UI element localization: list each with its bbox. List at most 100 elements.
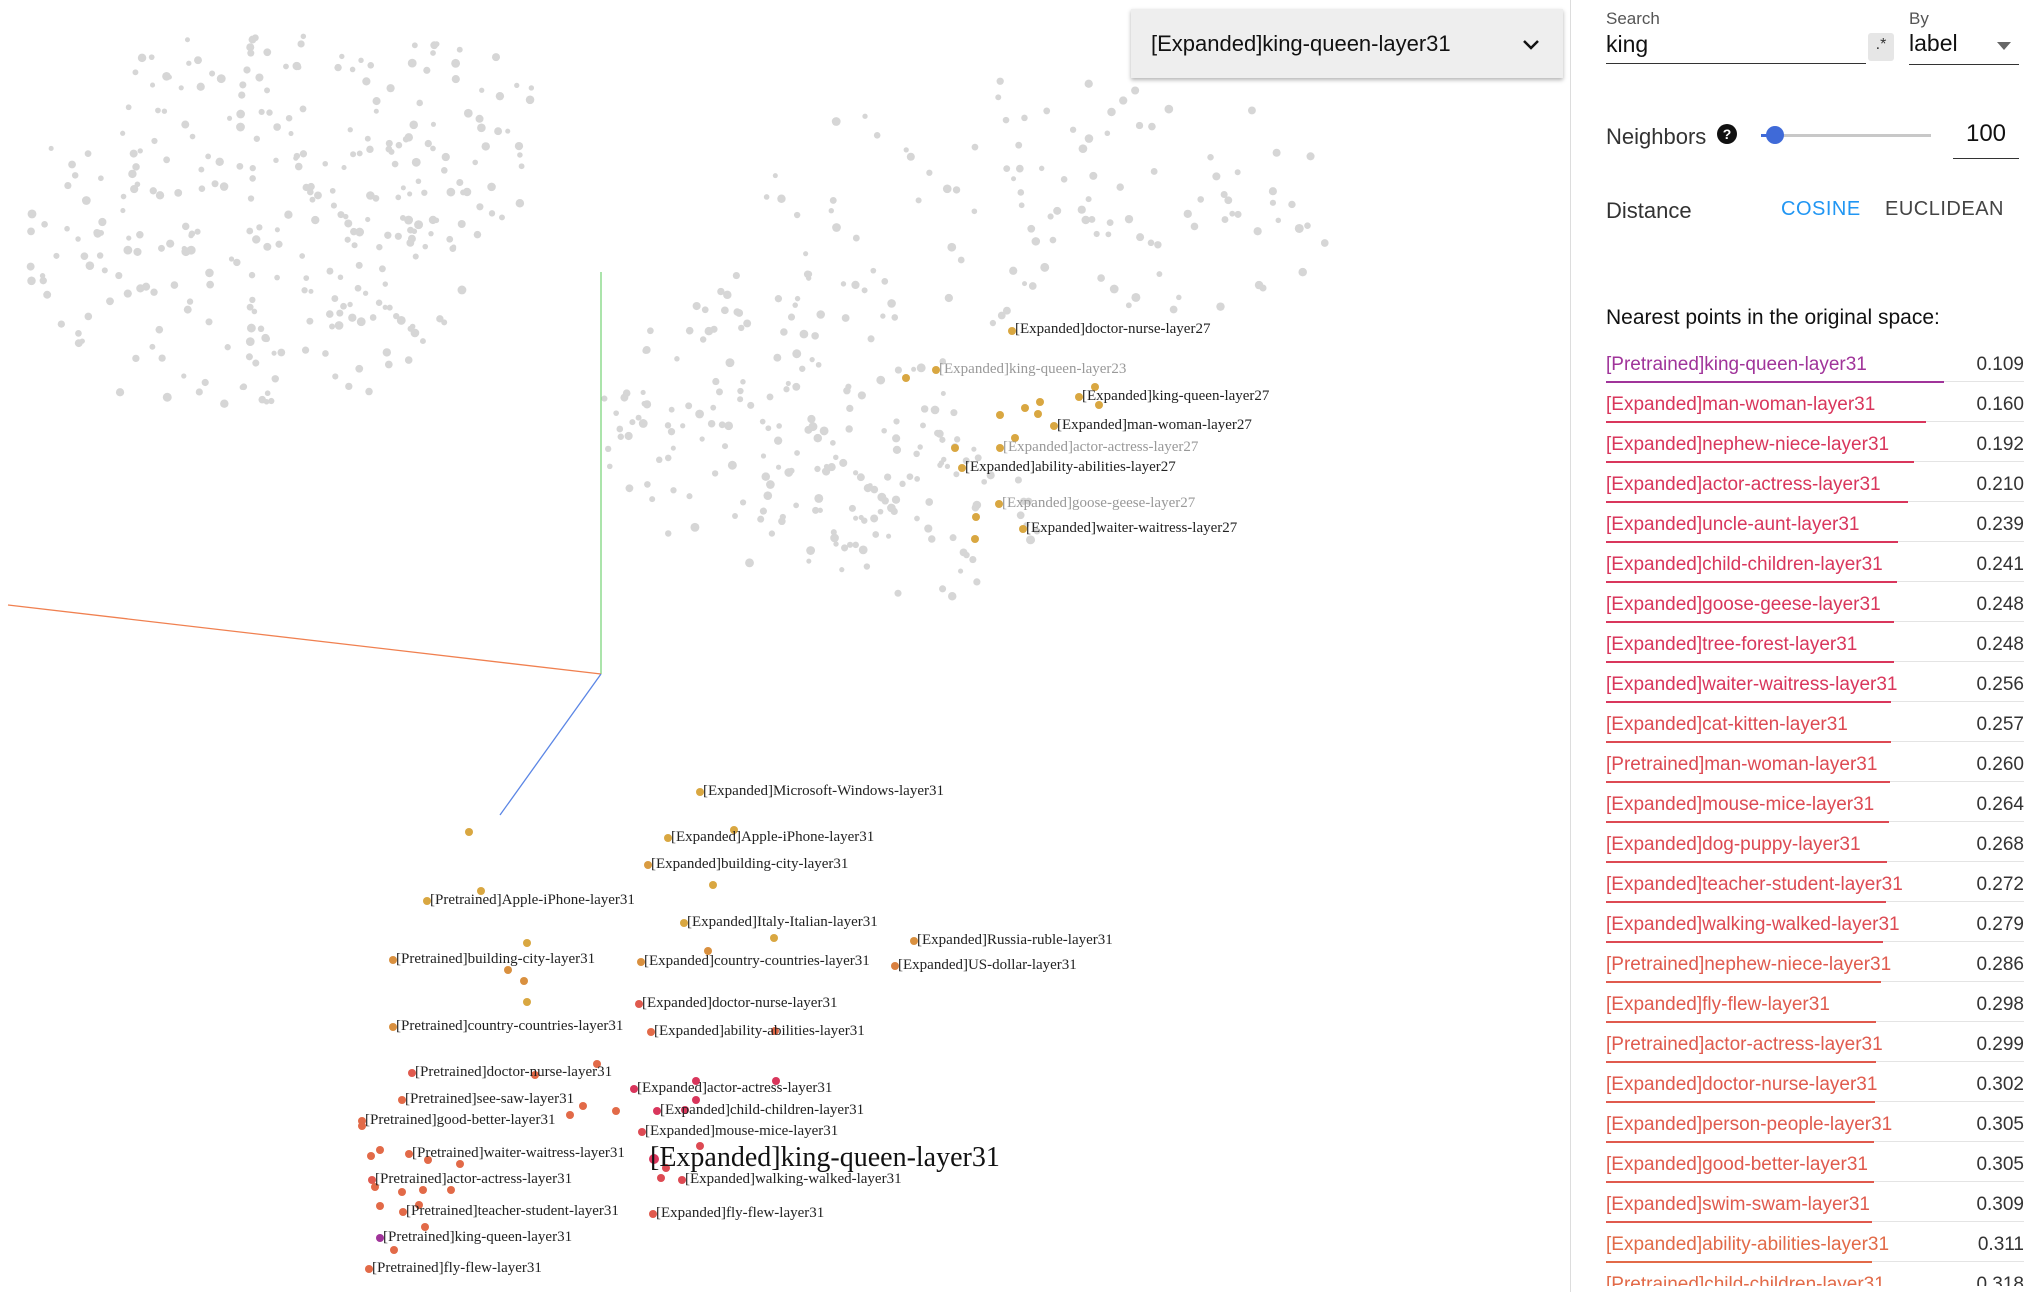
- background-point[interactable]: [973, 578, 981, 586]
- background-point[interactable]: [939, 585, 947, 593]
- nearest-point-label[interactable]: [Expanded]mouse-mice-layer31: [1606, 794, 1875, 815]
- background-point[interactable]: [155, 325, 164, 334]
- background-point[interactable]: [847, 541, 854, 548]
- highlighted-point[interactable]: [579, 1102, 587, 1110]
- background-point[interactable]: [867, 335, 875, 343]
- background-point[interactable]: [514, 141, 524, 151]
- background-point[interactable]: [274, 227, 280, 233]
- background-point[interactable]: [877, 508, 884, 515]
- background-point[interactable]: [81, 196, 91, 205]
- nearest-point-label[interactable]: [Expanded]child-children-layer31: [1606, 554, 1883, 575]
- highlighted-point[interactable]: [972, 513, 980, 521]
- background-point[interactable]: [1124, 214, 1134, 224]
- background-point[interactable]: [41, 220, 48, 228]
- background-point[interactable]: [329, 323, 336, 330]
- background-point[interactable]: [463, 108, 473, 118]
- background-point[interactable]: [1136, 233, 1145, 242]
- background-point[interactable]: [815, 361, 822, 368]
- background-point[interactable]: [811, 332, 819, 340]
- nearest-point-row[interactable]: [Pretrained]king-queen-layer31 0.109: [1606, 350, 2024, 390]
- background-point[interactable]: [886, 533, 892, 539]
- background-point[interactable]: [816, 310, 825, 319]
- background-point[interactable]: [952, 186, 961, 194]
- background-point[interactable]: [829, 196, 837, 204]
- highlighted-point[interactable]: [709, 881, 717, 889]
- background-point[interactable]: [775, 464, 782, 470]
- background-point[interactable]: [680, 423, 686, 429]
- background-point[interactable]: [481, 142, 490, 151]
- background-point[interactable]: [84, 150, 92, 157]
- highlighted-point[interactable]: [1008, 327, 1016, 335]
- background-point[interactable]: [184, 37, 190, 43]
- background-point[interactable]: [814, 465, 821, 473]
- background-point[interactable]: [737, 396, 744, 403]
- background-point[interactable]: [858, 545, 868, 555]
- highlighted-point[interactable]: [996, 411, 1004, 419]
- background-point[interactable]: [284, 210, 293, 219]
- background-point[interactable]: [941, 456, 947, 463]
- background-point[interactable]: [430, 50, 436, 56]
- background-point[interactable]: [1183, 209, 1192, 219]
- highlighted-point[interactable]: [692, 1096, 700, 1104]
- background-point[interactable]: [799, 365, 806, 372]
- highlighted-point[interactable]: [638, 1128, 646, 1136]
- background-point[interactable]: [1105, 231, 1112, 238]
- highlighted-point[interactable]: [376, 1202, 384, 1210]
- highlighted-point[interactable]: [1011, 434, 1019, 442]
- background-point[interactable]: [930, 405, 940, 415]
- background-point[interactable]: [872, 531, 880, 538]
- highlighted-point[interactable]: [635, 1000, 643, 1008]
- background-point[interactable]: [870, 514, 879, 523]
- background-point[interactable]: [421, 189, 428, 196]
- background-point[interactable]: [499, 214, 505, 221]
- background-point[interactable]: [148, 54, 155, 61]
- background-point[interactable]: [997, 311, 1006, 320]
- background-point[interactable]: [839, 567, 845, 573]
- background-point[interactable]: [1259, 284, 1267, 292]
- background-point[interactable]: [457, 219, 466, 228]
- background-point[interactable]: [366, 145, 374, 154]
- background-point[interactable]: [917, 444, 923, 450]
- background-point[interactable]: [456, 178, 464, 187]
- background-point[interactable]: [926, 169, 933, 176]
- background-point[interactable]: [642, 347, 649, 354]
- regex-toggle-button[interactable]: .*: [1868, 33, 1894, 61]
- background-point[interactable]: [220, 399, 229, 408]
- background-point[interactable]: [309, 196, 316, 203]
- background-point[interactable]: [433, 217, 440, 224]
- background-point[interactable]: [423, 66, 431, 74]
- background-point[interactable]: [329, 187, 336, 194]
- highlighted-point[interactable]: [389, 956, 397, 964]
- background-point[interactable]: [833, 454, 839, 461]
- background-point[interactable]: [739, 499, 747, 506]
- background-point[interactable]: [479, 87, 485, 93]
- background-point[interactable]: [356, 317, 366, 327]
- background-point[interactable]: [893, 418, 900, 425]
- background-point[interactable]: [1190, 222, 1199, 231]
- search-input[interactable]: [1606, 30, 1866, 64]
- background-point[interactable]: [258, 395, 267, 404]
- background-point[interactable]: [436, 315, 444, 323]
- highlighted-point[interactable]: [520, 977, 528, 985]
- highlighted-point[interactable]: [424, 1156, 432, 1164]
- search-by-select[interactable]: label: [1909, 30, 2019, 65]
- highlighted-point[interactable]: [657, 1174, 665, 1182]
- background-point[interactable]: [384, 231, 392, 239]
- background-point[interactable]: [382, 281, 388, 287]
- background-point[interactable]: [283, 63, 289, 70]
- background-point[interactable]: [906, 473, 914, 480]
- background-point[interactable]: [1234, 169, 1241, 176]
- background-point[interactable]: [670, 487, 677, 494]
- background-point[interactable]: [881, 427, 887, 434]
- background-point[interactable]: [638, 419, 648, 428]
- background-point[interactable]: [1109, 284, 1119, 294]
- background-point[interactable]: [690, 522, 700, 532]
- background-point[interactable]: [149, 187, 157, 195]
- background-point[interactable]: [239, 81, 247, 89]
- nearest-point-label[interactable]: [Expanded]walking-walked-layer31: [1606, 914, 1900, 935]
- background-point[interactable]: [155, 191, 165, 200]
- background-point[interactable]: [391, 160, 399, 168]
- background-point[interactable]: [944, 293, 953, 303]
- background-point[interactable]: [804, 425, 813, 434]
- background-point[interactable]: [441, 152, 450, 162]
